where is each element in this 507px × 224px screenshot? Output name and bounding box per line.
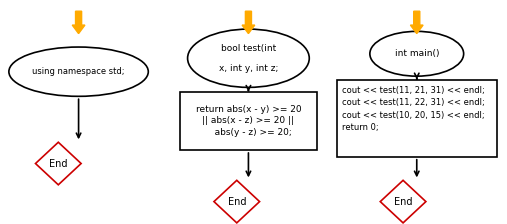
Text: End: End: [49, 159, 67, 168]
FancyArrow shape: [411, 11, 423, 34]
Text: bool test(int: bool test(int: [221, 44, 276, 53]
Ellipse shape: [370, 31, 463, 76]
Ellipse shape: [9, 47, 149, 96]
Text: End: End: [394, 197, 412, 207]
Polygon shape: [380, 180, 426, 223]
Text: return abs(x - y) >= 20
|| abs(x - z) >= 20 ||
   abs(y - z) >= 20;: return abs(x - y) >= 20 || abs(x - z) >=…: [196, 105, 301, 137]
Text: int main(): int main(): [394, 49, 439, 58]
FancyBboxPatch shape: [180, 92, 317, 150]
Polygon shape: [214, 180, 260, 223]
FancyBboxPatch shape: [337, 80, 497, 157]
Text: cout << test(11, 21, 31) << endl;
cout << test(11, 22, 31) << endl;
cout << test: cout << test(11, 21, 31) << endl; cout <…: [342, 86, 485, 132]
Ellipse shape: [188, 29, 309, 87]
Text: x, int y, int z;: x, int y, int z;: [219, 64, 278, 73]
FancyArrow shape: [242, 11, 255, 34]
Text: End: End: [228, 197, 246, 207]
Text: using namespace std;: using namespace std;: [32, 67, 125, 76]
FancyArrow shape: [72, 11, 85, 34]
Polygon shape: [35, 142, 81, 185]
